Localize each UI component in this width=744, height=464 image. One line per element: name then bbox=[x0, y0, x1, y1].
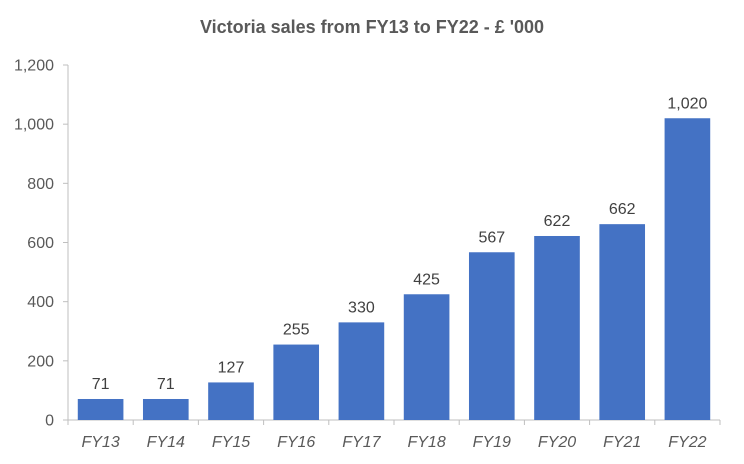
bar-fy19 bbox=[468, 252, 515, 420]
data-label-fy18: 425 bbox=[413, 271, 440, 288]
data-label-fy14: 71 bbox=[157, 376, 175, 393]
x-tick-label-fy22: FY22 bbox=[668, 434, 706, 451]
chart-title: Victoria sales from FY13 to FY22 - £ '00… bbox=[199, 17, 545, 37]
bar-fy17 bbox=[338, 322, 385, 420]
bar-fy14 bbox=[142, 398, 189, 420]
y-tick-label: 800 bbox=[27, 176, 54, 193]
data-label-fy17: 330 bbox=[348, 299, 375, 316]
x-tick-label-fy19: FY19 bbox=[473, 434, 511, 451]
y-tick-label: 600 bbox=[27, 235, 54, 252]
bar-fy16 bbox=[273, 344, 320, 420]
x-tick-label-fy14: FY14 bbox=[147, 434, 185, 451]
data-label-fy15: 127 bbox=[218, 359, 245, 376]
data-label-fy19: 567 bbox=[478, 229, 505, 246]
x-tick-label-fy20: FY20 bbox=[538, 434, 576, 451]
x-tick-label-fy17: FY17 bbox=[342, 434, 381, 451]
data-label-fy16: 255 bbox=[283, 322, 310, 339]
data-label-fy21: 662 bbox=[609, 201, 636, 218]
y-tick-label: 200 bbox=[27, 353, 54, 370]
y-tick-label: 400 bbox=[27, 294, 54, 311]
x-tick-label-fy16: FY16 bbox=[277, 434, 315, 451]
bar-fy22 bbox=[664, 118, 711, 420]
bar-fy13 bbox=[77, 398, 124, 420]
y-tick-label: 0 bbox=[45, 413, 54, 430]
bar-fy15 bbox=[208, 382, 254, 420]
data-label-fy13: 71 bbox=[92, 376, 110, 393]
data-label-fy22: 1,020 bbox=[667, 95, 707, 112]
bar-fy20 bbox=[534, 235, 580, 420]
x-tick-label-fy13: FY13 bbox=[81, 434, 119, 451]
bar-fy21 bbox=[599, 224, 646, 420]
x-tick-label-fy18: FY18 bbox=[407, 434, 445, 451]
data-label-fy20: 622 bbox=[544, 213, 571, 230]
y-tick-label: 1,000 bbox=[14, 117, 54, 134]
y-tick-label: 1,200 bbox=[14, 58, 54, 75]
bar-fy18 bbox=[403, 294, 450, 420]
x-tick-label-fy15: FY15 bbox=[212, 434, 250, 451]
x-tick-label-fy21: FY21 bbox=[603, 434, 641, 451]
